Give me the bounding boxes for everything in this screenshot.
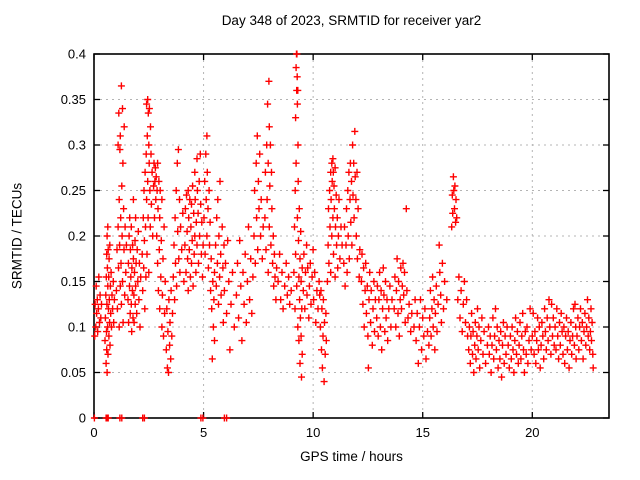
y-tick-label: 0 [79, 411, 86, 426]
chart-title: Day 348 of 2023, SRMTID for receiver yar… [221, 13, 482, 28]
scatter-points [90, 50, 597, 422]
y-tick-label: 0.25 [61, 183, 86, 198]
y-tick-label: 0.15 [61, 274, 86, 289]
x-tick-label: 15 [415, 425, 429, 440]
y-tick-label: 0.3 [68, 138, 86, 153]
y-tick-label: 0.2 [68, 229, 86, 244]
x-tick-label: 10 [306, 425, 320, 440]
x-tick-label: 0 [90, 425, 97, 440]
x-tick-label: 20 [525, 425, 539, 440]
plot-border [93, 53, 610, 419]
x-tick-label: 5 [200, 425, 207, 440]
y-tick-label: 0.05 [61, 365, 86, 380]
y-tick-label: 0.35 [61, 92, 86, 107]
y-tick-label: 0.1 [68, 320, 86, 335]
y-tick-label: 0.4 [68, 47, 86, 62]
x-axis-label: GPS time / hours [300, 449, 403, 464]
